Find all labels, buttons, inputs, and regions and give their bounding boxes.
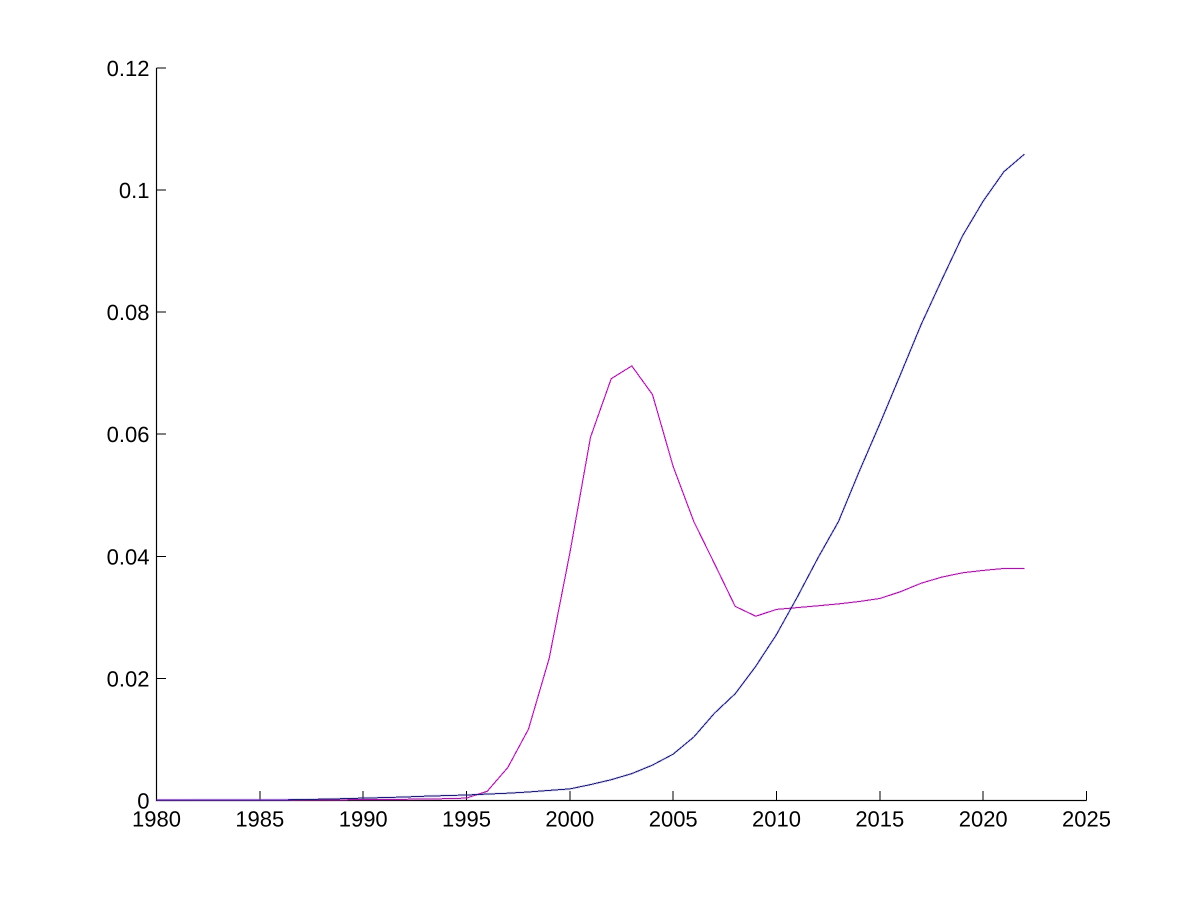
svg-text:0.02: 0.02 [107, 666, 150, 691]
svg-text:2015: 2015 [855, 807, 904, 832]
svg-text:2010: 2010 [752, 807, 801, 832]
svg-text:2020: 2020 [959, 807, 1008, 832]
svg-text:0: 0 [137, 789, 149, 814]
svg-text:1995: 1995 [442, 807, 491, 832]
svg-text:2000: 2000 [545, 807, 594, 832]
svg-text:1990: 1990 [339, 807, 388, 832]
svg-text:2005: 2005 [649, 807, 698, 832]
svg-text:2025: 2025 [1062, 807, 1111, 832]
svg-text:0.08: 0.08 [107, 300, 150, 325]
svg-text:0.06: 0.06 [107, 422, 150, 447]
svg-text:0.04: 0.04 [107, 544, 150, 569]
svg-text:0.12: 0.12 [107, 56, 150, 81]
svg-text:1980: 1980 [132, 807, 181, 832]
svg-text:0.1: 0.1 [119, 178, 150, 203]
svg-text:1985: 1985 [235, 807, 284, 832]
